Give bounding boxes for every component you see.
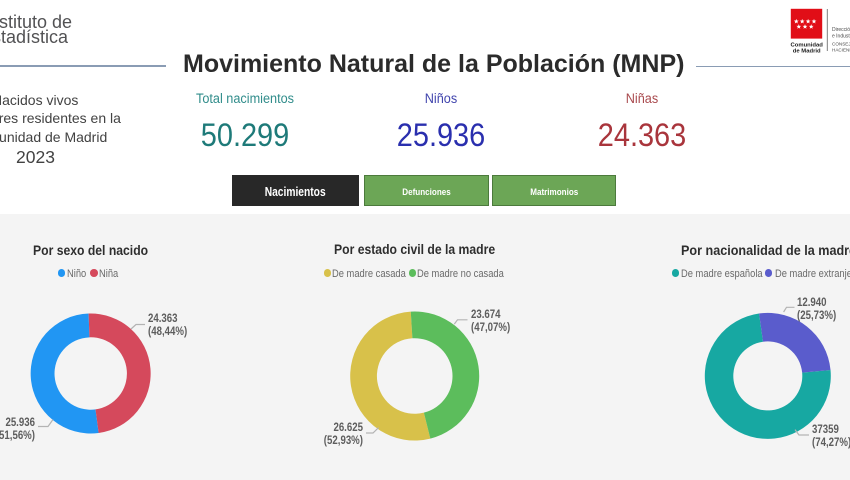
svg-text:Dirección Ge: Dirección Ge	[832, 27, 850, 33]
svg-text:de Madrid: de Madrid	[793, 48, 821, 54]
svg-text:CONSEJERÍA: CONSEJERÍA	[832, 41, 850, 47]
svg-text:e Industria: e Industria	[832, 34, 850, 40]
svg-text:Comunidad: Comunidad	[790, 43, 823, 49]
svg-text:HACIENDA Y: HACIENDA Y	[832, 48, 850, 53]
